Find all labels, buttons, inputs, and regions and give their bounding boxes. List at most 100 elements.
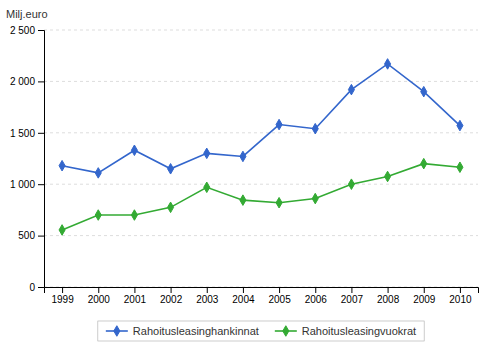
y-tick: 1 000 xyxy=(10,179,44,190)
x-tick: 2007 xyxy=(341,287,364,305)
x-tick-label: 2010 xyxy=(449,294,472,305)
x-tick-mark xyxy=(243,287,244,293)
x-tick: 1999 xyxy=(51,287,74,305)
legend-entry: Rahoitusleasinghankinnat xyxy=(106,325,259,337)
grid-line xyxy=(44,30,478,31)
x-tick-mark xyxy=(62,287,63,293)
point xyxy=(276,197,282,208)
x-tick-label: 2002 xyxy=(160,294,183,305)
x-tick-mark xyxy=(207,287,208,293)
y-tick-mark xyxy=(38,30,44,31)
y-tick-label: 2 500 xyxy=(10,25,35,36)
point xyxy=(312,193,318,204)
y-tick-label: 1 500 xyxy=(10,128,35,139)
x-tick: 2005 xyxy=(268,287,291,305)
series-points xyxy=(59,59,463,178)
x-tick: 2000 xyxy=(88,287,111,305)
y-tick: 2 500 xyxy=(10,25,44,36)
x-tick-label: 1999 xyxy=(51,294,74,305)
point xyxy=(168,164,174,175)
point xyxy=(348,179,354,190)
legend-entry: Rahoitusleasingvuokrat xyxy=(275,325,416,337)
point xyxy=(457,162,463,173)
x-tick-mark xyxy=(315,287,316,293)
point xyxy=(168,202,174,213)
point xyxy=(240,151,246,162)
y-tick: 0 xyxy=(29,282,44,293)
series-points xyxy=(59,158,463,235)
grid xyxy=(44,30,478,287)
series-line xyxy=(62,64,460,173)
x-tick-label: 2006 xyxy=(305,294,328,305)
plot: 1999 2000 2001 2002 2003 2004 2005 2006 2007 2008… xyxy=(10,25,479,305)
y-tick-label: 1 000 xyxy=(10,179,35,190)
legend-marker xyxy=(114,326,120,337)
marks xyxy=(59,59,463,236)
point xyxy=(204,182,210,193)
point xyxy=(131,210,137,221)
x-tick-mark xyxy=(134,287,135,293)
x-tick-mark xyxy=(351,287,352,293)
grid-line xyxy=(44,235,478,236)
x-tick-label: 2005 xyxy=(268,294,291,305)
point xyxy=(421,158,427,169)
x-tick-label: 2007 xyxy=(341,294,364,305)
series-line xyxy=(62,164,460,230)
x-tick: 2001 xyxy=(124,287,147,305)
y-tick-label: 2 000 xyxy=(10,76,35,87)
point xyxy=(348,84,354,95)
point xyxy=(59,160,65,171)
y-tick-mark xyxy=(38,287,44,288)
x-tick-label: 2009 xyxy=(413,294,436,305)
x-tick-mark xyxy=(388,287,389,293)
x-tick-label: 2008 xyxy=(377,294,400,305)
y-axis-line xyxy=(38,31,45,288)
point xyxy=(131,145,137,156)
point xyxy=(385,59,391,70)
x-tick-mark xyxy=(171,287,172,293)
x-tick: 2010 xyxy=(449,287,472,305)
legend-label: Rahoitusleasingvuokrat xyxy=(302,325,416,337)
point xyxy=(95,210,101,221)
x-tick: 2008 xyxy=(377,287,400,305)
y-tick: 500 xyxy=(18,230,44,241)
x-tick-mark xyxy=(98,287,99,293)
x-tick-mark xyxy=(279,287,280,293)
y-tick-mark xyxy=(38,184,44,185)
x-tick-label: 2001 xyxy=(124,294,147,305)
point xyxy=(204,148,210,159)
point xyxy=(385,171,391,182)
chart: 1999 2000 2001 2002 2003 2004 2005 2006 2007 2008… xyxy=(0,0,494,355)
legend: Rahoitusleasinghankinnat Rahoitusleasingv… xyxy=(98,321,424,341)
x-tick-label: 2004 xyxy=(232,294,255,305)
y-tick: 1 500 xyxy=(10,128,44,139)
grid-line xyxy=(44,81,478,82)
y-axis: 0 500 1 000 1 500 2 000 2 500 xyxy=(10,25,45,293)
point xyxy=(457,120,463,131)
point xyxy=(312,123,318,134)
x-tick: 2002 xyxy=(160,287,183,305)
x-tick: 2003 xyxy=(196,287,219,305)
legend-label: Rahoitusleasinghankinnat xyxy=(133,325,259,337)
y-tick-mark xyxy=(38,81,44,82)
y-tick-mark xyxy=(38,236,44,237)
y-tick: 2 000 xyxy=(10,76,44,87)
x-tick-mark xyxy=(424,287,425,293)
x-tick-label: 2003 xyxy=(196,294,219,305)
y-tick-label: 0 xyxy=(29,282,35,293)
y-tick-mark xyxy=(38,133,44,134)
x-tick-label: 2000 xyxy=(88,294,111,305)
x-axis: 1999 2000 2001 2002 2003 2004 2005 2006 2007 2008… xyxy=(45,287,479,305)
point xyxy=(59,225,65,236)
grid-line xyxy=(44,184,478,185)
y-axis-label: Milj.euro xyxy=(6,8,48,20)
point xyxy=(95,168,101,179)
point xyxy=(240,195,246,206)
point xyxy=(276,119,282,130)
x-tick: 2009 xyxy=(413,287,436,305)
x-tick: 2006 xyxy=(305,287,328,305)
y-tick-label: 500 xyxy=(18,230,35,241)
grid-line xyxy=(44,132,478,133)
x-axis-line xyxy=(45,288,479,294)
legend-box xyxy=(98,321,424,341)
